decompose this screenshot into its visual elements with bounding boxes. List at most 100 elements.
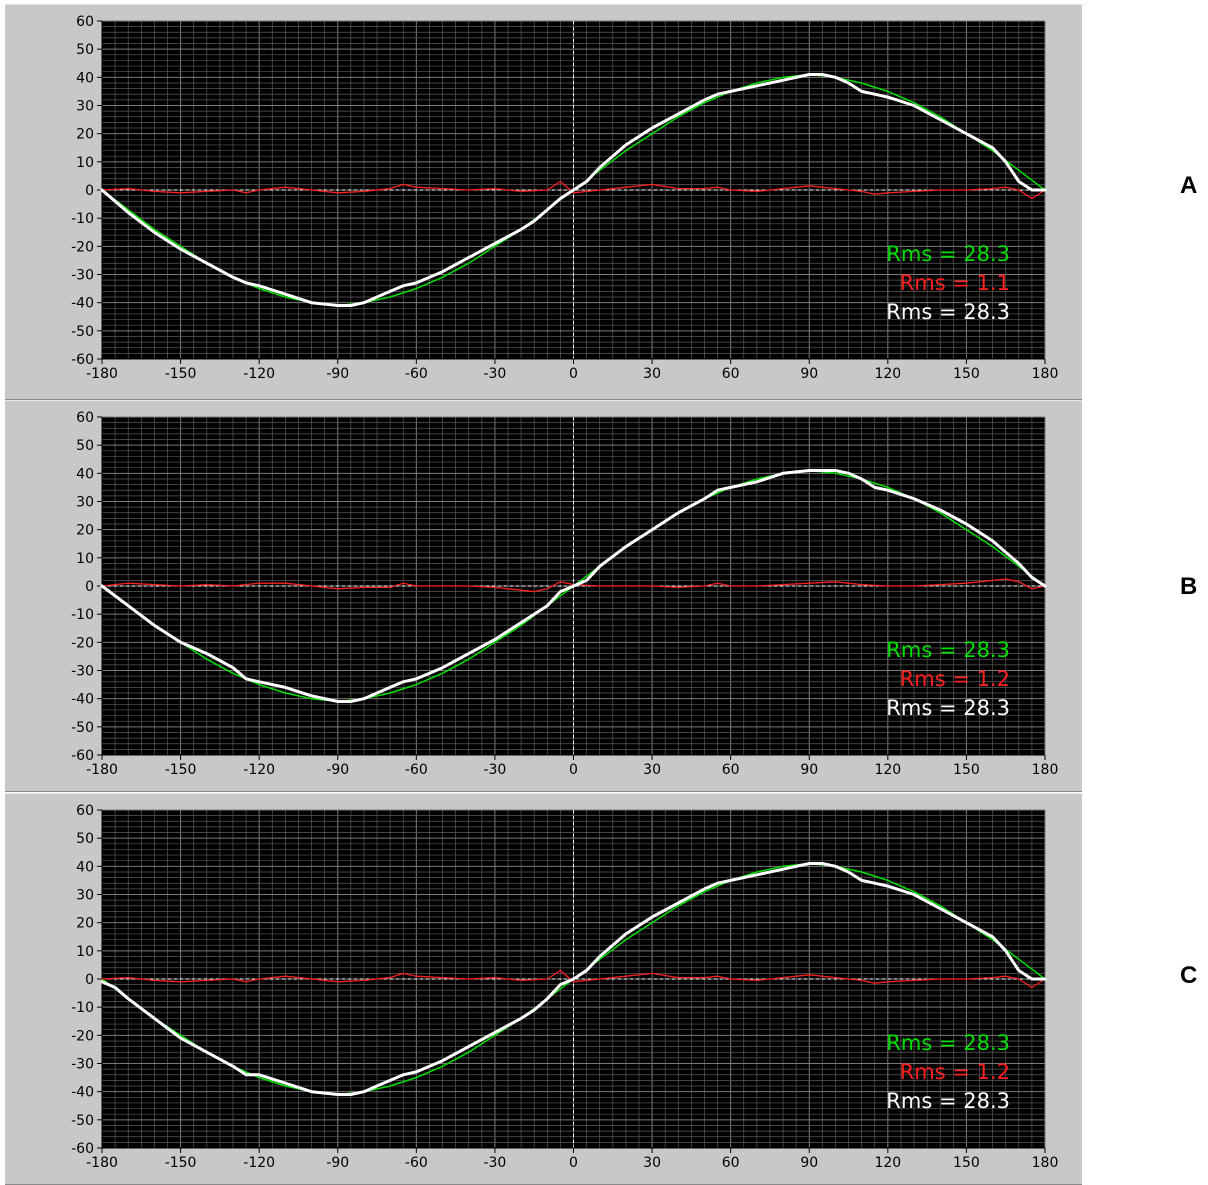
x-tick-label: 0	[569, 762, 578, 778]
x-tick-label: 60	[722, 1155, 740, 1171]
y-tick-label: 60	[76, 803, 94, 819]
x-tick-label: 180	[1032, 1155, 1059, 1171]
y-tick-label: -50	[71, 324, 94, 340]
x-tick-label: -90	[326, 366, 349, 382]
x-tick-label: 120	[874, 1155, 901, 1171]
y-tick-label: -20	[71, 1028, 94, 1044]
x-tick-label: 60	[722, 762, 740, 778]
y-tick-label: -10	[71, 607, 94, 623]
y-tick-label: 10	[76, 944, 94, 960]
y-tick-label: 40	[76, 70, 94, 86]
y-tick-label: -30	[71, 1057, 94, 1073]
y-tick-label: -50	[71, 1113, 94, 1129]
y-tick-label: 30	[76, 99, 94, 115]
y-tick-label: 0	[85, 579, 94, 595]
y-tick-label: -20	[71, 239, 94, 255]
x-tick-label: 180	[1032, 762, 1059, 778]
x-tick-label: -120	[243, 366, 275, 382]
x-tick-label: -180	[86, 1155, 118, 1171]
y-tick-label: 10	[76, 551, 94, 567]
chart-panel-c: 60 50 40 30 20 10 0 -10 -20 -30 -40 -50 -60 -180 -150-…	[5, 793, 1082, 1185]
x-tick-label: 30	[643, 1155, 661, 1171]
x-tick-label: -150	[165, 1155, 197, 1171]
y-tick-label: 40	[76, 859, 94, 875]
y-tick-label: -60	[71, 748, 94, 764]
x-tick-label: 120	[874, 762, 901, 778]
x-tick-label: -120	[243, 762, 275, 778]
x-tick-label: 150	[953, 1155, 980, 1171]
panel-label-b: B	[1180, 573, 1198, 600]
y-tick-label: 50	[76, 42, 94, 58]
y-tick-label: -40	[71, 296, 94, 312]
panel-label-a: A	[1180, 172, 1198, 199]
x-tick-label: 90	[800, 762, 818, 778]
y-tick-label: 20	[76, 523, 94, 539]
x-tick-label: -60	[405, 366, 428, 382]
x-tick-label: 0	[569, 366, 578, 382]
x-tick-label: -120	[243, 1155, 275, 1171]
x-tick-label: -60	[405, 1155, 428, 1171]
x-tick-label: -30	[483, 1155, 506, 1171]
y-tick-label: 10	[76, 155, 94, 171]
x-tick-label: -180	[86, 366, 118, 382]
series-residual-line	[101, 180, 1046, 200]
x-tick-label: 60	[722, 366, 740, 382]
rms-label-fit: Rms = 28.3	[886, 242, 1010, 266]
y-tick-label: 50	[76, 831, 94, 847]
y-tick-label: -40	[71, 692, 94, 708]
x-tick-label: -30	[483, 366, 506, 382]
y-tick-label: 30	[76, 888, 94, 904]
y-tick-label: 60	[76, 410, 94, 426]
x-tick-label: -90	[326, 762, 349, 778]
y-tick-label: -60	[71, 352, 94, 368]
x-tick-label: 30	[643, 762, 661, 778]
y-tick-label: -10	[71, 1000, 94, 1016]
x-tick-label: 90	[800, 1155, 818, 1171]
grid	[101, 416, 1046, 756]
y-tick-label: 50	[76, 438, 94, 454]
y-tick-label: 30	[76, 495, 94, 511]
y-tick-label: 60	[76, 14, 94, 30]
y-tick-label: 40	[76, 466, 94, 482]
rms-label-measured: Rms = 28.3	[886, 696, 1010, 720]
y-tick-label: -40	[71, 1085, 94, 1101]
y-tick-label: -30	[71, 268, 94, 284]
x-tick-label: -30	[483, 762, 506, 778]
y-tick-label: -30	[71, 664, 94, 680]
y-tick-label: 20	[76, 127, 94, 143]
x-tick-label: 30	[643, 366, 661, 382]
x-tick-label: 90	[800, 366, 818, 382]
x-tick-label: -60	[405, 762, 428, 778]
x-tick-label: -150	[165, 366, 197, 382]
series-measured-line	[100, 469, 1047, 703]
rms-label-residual: Rms = 1.2	[900, 1060, 1010, 1084]
y-tick-label: 0	[85, 972, 94, 988]
series-measured-line	[100, 862, 1047, 1096]
x-tick-label: -90	[326, 1155, 349, 1171]
rms-label-residual: Rms = 1.1	[900, 271, 1010, 295]
y-tick-label: -60	[71, 1141, 94, 1157]
x-tick-label: -150	[165, 762, 197, 778]
rms-label-measured: Rms = 28.3	[886, 1089, 1010, 1113]
chart-panel-b: 60 50 40 30 20 10 0 -10 -20 -30 -40 -50 -60 -180 -150-…	[5, 400, 1082, 792]
panel-label-c: C	[1180, 962, 1198, 989]
x-tick-label: 150	[953, 762, 980, 778]
x-tick-label: 180	[1032, 366, 1059, 382]
rms-label-fit: Rms = 28.3	[886, 638, 1010, 662]
chart-panel-a: 60 50 40 30 20 10 0 -10 -20 -30 -40 -50 -60 -180 -150-…	[5, 4, 1082, 400]
series-measured-line	[100, 73, 1047, 307]
y-tick-label: -20	[71, 635, 94, 651]
rms-label-fit: Rms = 28.3	[886, 1031, 1010, 1055]
series-residual-line	[101, 969, 1046, 989]
rms-label-residual: Rms = 1.2	[900, 667, 1010, 691]
y-tick-label: 0	[85, 183, 94, 199]
rms-label-measured: Rms = 28.3	[886, 300, 1010, 324]
y-tick-label: 20	[76, 916, 94, 932]
x-tick-label: -180	[86, 762, 118, 778]
x-tick-label: 150	[953, 366, 980, 382]
x-tick-label: 120	[874, 366, 901, 382]
x-tick-label: 0	[569, 1155, 578, 1171]
